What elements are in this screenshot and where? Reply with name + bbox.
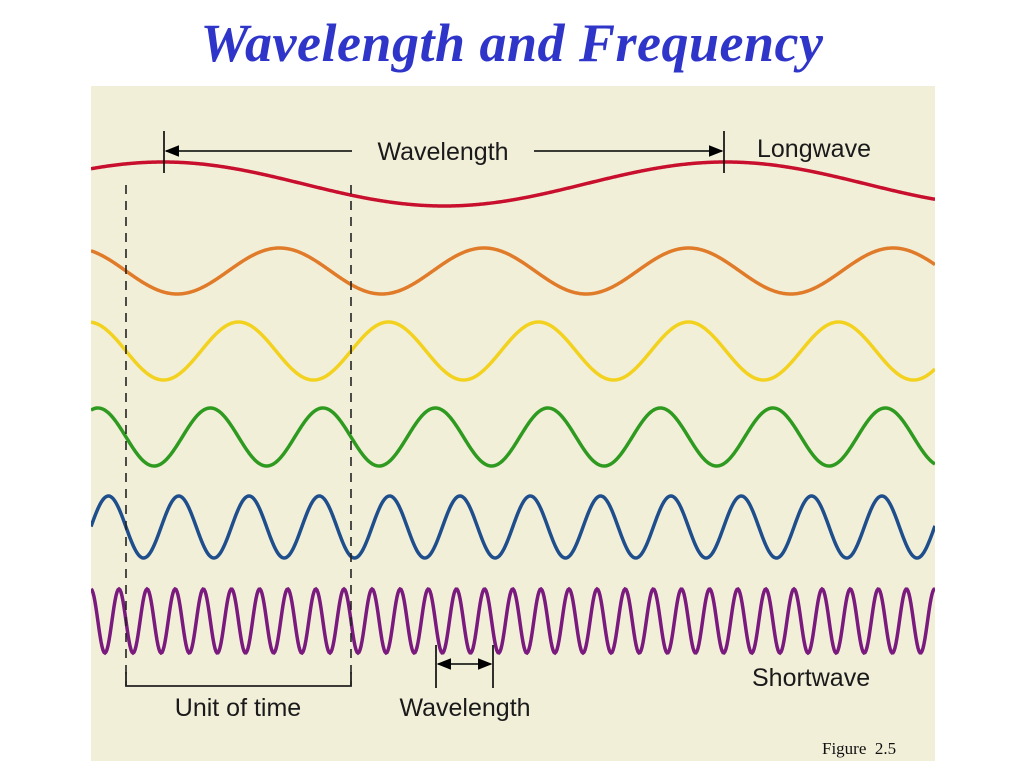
wavelength-label-bottom: Wavelength	[399, 694, 530, 722]
wave-green	[91, 406, 935, 468]
shortwave-label: Shortwave	[752, 664, 870, 692]
wave-blue	[91, 494, 935, 560]
wave-purple	[91, 586, 935, 656]
slide-title: Wavelength and Frequency	[200, 13, 824, 73]
wave-orange	[91, 246, 935, 296]
unit-of-time-bracket	[125, 672, 352, 687]
bottom-wavelength-dimension	[435, 645, 494, 688]
wavelength-label-top: Wavelength	[377, 138, 508, 166]
longwave-label: Longwave	[757, 135, 871, 163]
figure-caption: Figure 2.5	[822, 739, 897, 758]
wave-yellow	[91, 320, 935, 382]
unit-of-time-label: Unit of time	[175, 694, 301, 722]
wave-red	[91, 160, 935, 208]
unit-of-time-guides	[125, 185, 352, 687]
top-wavelength-dimension	[163, 131, 725, 173]
